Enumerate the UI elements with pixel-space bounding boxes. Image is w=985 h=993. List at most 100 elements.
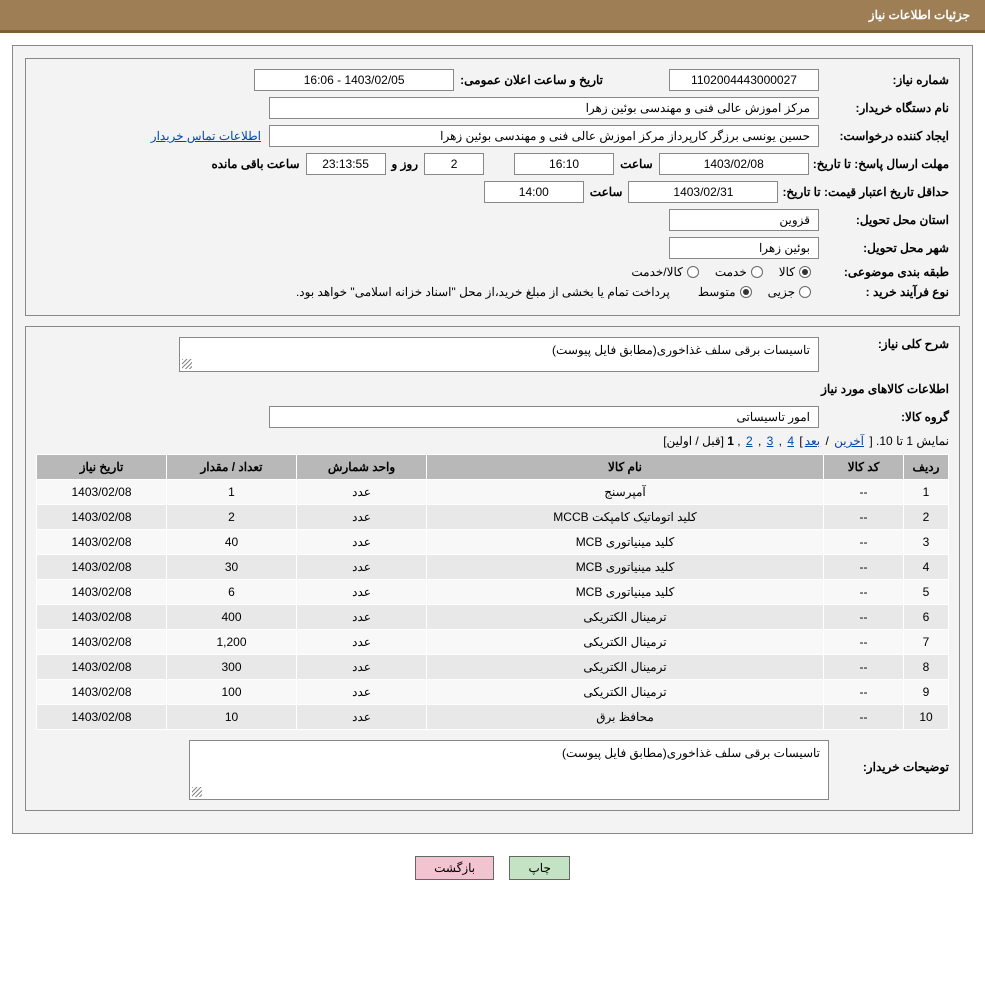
cell-qty: 1	[167, 480, 297, 505]
deadline-time-field: 16:10	[514, 153, 614, 175]
cell-code: --	[824, 680, 904, 705]
items-table: ردیف کد کالا نام کالا واحد شمارش تعداد /…	[36, 454, 949, 730]
time-remaining-field: 23:13:55	[306, 153, 386, 175]
row-requester: ایجاد کننده درخواست: حسین یونسی برزگر کا…	[36, 125, 949, 147]
cell-name: کلید مینیاتوری MCB	[427, 555, 824, 580]
table-row: 1--آمپرسنجعدد11403/02/08	[37, 480, 949, 505]
cell-idx: 10	[904, 705, 949, 730]
cell-qty: 6	[167, 580, 297, 605]
pagination-p2[interactable]: 2	[744, 434, 755, 448]
cell-unit: عدد	[297, 480, 427, 505]
cell-name: آمپرسنج	[427, 480, 824, 505]
table-header-row: ردیف کد کالا نام کالا واحد شمارش تعداد /…	[37, 455, 949, 480]
deadline-date-field: 1403/02/08	[659, 153, 809, 175]
group-label: گروه کالا:	[819, 410, 949, 424]
cell-date: 1403/02/08	[37, 580, 167, 605]
buyer-notes-textarea[interactable]: تاسیسات برقی سلف غذاخوری(مطابق فایل پیوس…	[189, 740, 829, 800]
cell-unit: عدد	[297, 530, 427, 555]
pagination-showing: نمایش 1 تا 10.	[876, 434, 949, 448]
province-field: قزوین	[669, 209, 819, 231]
cell-name: کلید مینیاتوری MCB	[427, 580, 824, 605]
buyer-org-label: نام دستگاه خریدار:	[819, 101, 949, 115]
cell-unit: عدد	[297, 680, 427, 705]
cell-date: 1403/02/08	[37, 530, 167, 555]
cell-date: 1403/02/08	[37, 480, 167, 505]
pagination-last[interactable]: آخرین	[832, 434, 866, 448]
cell-code: --	[824, 505, 904, 530]
validity-time-field: 14:00	[484, 181, 584, 203]
th-idx: ردیف	[904, 455, 949, 480]
th-name: نام کالا	[427, 455, 824, 480]
row-deadline: مهلت ارسال پاسخ: تا تاریخ: 1403/02/08 سا…	[36, 153, 949, 175]
back-button[interactable]: بازگشت	[415, 856, 494, 880]
table-row: 4--کلید مینیاتوری MCBعدد301403/02/08	[37, 555, 949, 580]
province-label: استان محل تحویل:	[819, 213, 949, 227]
row-buyer-notes: توضیحات خریدار: تاسیسات برقی سلف غذاخوری…	[36, 740, 949, 800]
row-process: نوع فرآیند خرید : جزیی متوسط پرداخت تمام…	[36, 285, 949, 299]
cell-date: 1403/02/08	[37, 655, 167, 680]
cell-unit: عدد	[297, 555, 427, 580]
cell-unit: عدد	[297, 580, 427, 605]
cell-qty: 40	[167, 530, 297, 555]
announce-label: تاریخ و ساعت اعلان عمومی:	[454, 73, 609, 87]
description-text: تاسیسات برقی سلف غذاخوری(مطابق فایل پیوس…	[552, 343, 810, 357]
row-group: گروه کالا: امور تاسیساتی	[36, 406, 949, 428]
cell-code: --	[824, 605, 904, 630]
cell-unit: عدد	[297, 505, 427, 530]
row-description: شرح کلی نیاز: تاسیسات برقی سلف غذاخوری(م…	[36, 337, 949, 372]
cell-code: --	[824, 705, 904, 730]
radio-goods[interactable]: کالا	[771, 265, 819, 279]
radio-service[interactable]: خدمت	[707, 265, 771, 279]
pagination-next[interactable]: بعد	[803, 434, 822, 448]
announce-field: 1403/02/05 - 16:06	[254, 69, 454, 91]
deadline-time-label: ساعت	[614, 157, 659, 171]
row-buyer-org: نام دستگاه خریدار: مرکز اموزش عالی فنی و…	[36, 97, 949, 119]
pagination-p1: 1	[727, 434, 734, 448]
need-no-label: شماره نیاز:	[819, 73, 949, 87]
row-province: استان محل تحویل: قزوین	[36, 209, 949, 231]
cell-date: 1403/02/08	[37, 505, 167, 530]
resize-handle-icon[interactable]	[182, 359, 192, 369]
page-title: جزئیات اطلاعات نیاز	[869, 8, 970, 22]
table-row: 8--ترمینال الکتریکیعدد3001403/02/08	[37, 655, 949, 680]
cell-unit: عدد	[297, 705, 427, 730]
cell-qty: 10	[167, 705, 297, 730]
row-need-no: شماره نیاز: 1102004443000027 تاریخ و ساع…	[36, 69, 949, 91]
print-button[interactable]: چاپ	[509, 856, 569, 880]
pagination-first: اولین	[667, 434, 693, 448]
cell-idx: 1	[904, 480, 949, 505]
cell-qty: 2	[167, 505, 297, 530]
days-and-label: روز و	[386, 157, 425, 171]
radio-goods-service-label: کالا/خدمت	[631, 265, 682, 279]
radio-icon	[751, 266, 763, 278]
cell-code: --	[824, 555, 904, 580]
pagination-p3[interactable]: 3	[765, 434, 776, 448]
cell-date: 1403/02/08	[37, 605, 167, 630]
row-city: شهر محل تحویل: بوئین زهرا	[36, 237, 949, 259]
contact-link[interactable]: اطلاعات تماس خریدار	[151, 129, 269, 143]
radio-medium[interactable]: متوسط	[690, 285, 760, 299]
th-unit: واحد شمارش	[297, 455, 427, 480]
city-field: بوئین زهرا	[669, 237, 819, 259]
radio-icon	[687, 266, 699, 278]
radio-icon	[799, 286, 811, 298]
need-section: شرح کلی نیاز: تاسیسات برقی سلف غذاخوری(م…	[25, 326, 960, 811]
pagination-p4[interactable]: 4	[785, 434, 796, 448]
radio-goods-service[interactable]: کالا/خدمت	[623, 265, 706, 279]
radio-service-label: خدمت	[715, 265, 747, 279]
table-row: 5--کلید مینیاتوری MCBعدد61403/02/08	[37, 580, 949, 605]
table-row: 3--کلید مینیاتوری MCBعدد401403/02/08	[37, 530, 949, 555]
radio-partial[interactable]: جزیی	[760, 285, 819, 299]
cell-idx: 2	[904, 505, 949, 530]
cell-code: --	[824, 480, 904, 505]
group-field: امور تاسیساتی	[269, 406, 819, 428]
info-section: شماره نیاز: 1102004443000027 تاریخ و ساع…	[25, 58, 960, 316]
radio-icon	[799, 266, 811, 278]
cell-name: ترمینال الکتریکی	[427, 655, 824, 680]
cell-code: --	[824, 580, 904, 605]
resize-handle-icon[interactable]	[192, 787, 202, 797]
description-textarea[interactable]: تاسیسات برقی سلف غذاخوری(مطابق فایل پیوس…	[179, 337, 819, 372]
table-row: 2--کلید اتوماتیک کامپکت MCCBعدد21403/02/…	[37, 505, 949, 530]
description-label: شرح کلی نیاز:	[819, 337, 949, 351]
days-remaining-field: 2	[424, 153, 484, 175]
